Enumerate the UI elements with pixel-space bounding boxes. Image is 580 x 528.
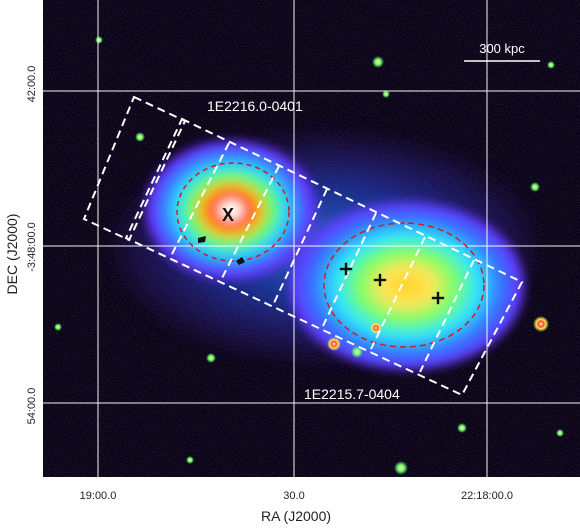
south-cluster-label: 1E2215.7-0404 [304, 386, 400, 402]
grid-lines [43, 0, 580, 477]
partition-line [322, 212, 377, 327]
partition-line [273, 188, 328, 304]
x-tick-label: 19:00.0 [79, 490, 117, 502]
right-cluster-emission [290, 202, 524, 370]
y-tick-label: -3:48:00.0 [26, 222, 38, 272]
point-source [382, 90, 390, 98]
x-axis-title: RA (J2000) [260, 508, 332, 524]
point-source [394, 461, 408, 475]
scale-bar: 300 kpc [464, 41, 540, 62]
point-source [186, 456, 194, 464]
right-cluster-red-ellipse [323, 222, 485, 348]
x-tick-label: 30.0 [283, 490, 305, 502]
point-source [457, 423, 467, 433]
partition-line [370, 236, 426, 350]
black-artifact [198, 236, 206, 243]
north-cluster-label: 1E2216.0-0401 [207, 98, 303, 114]
point-sources [54, 36, 564, 475]
partition-line [169, 142, 230, 259]
x-tick-label: 22:18:00.0 [461, 490, 513, 502]
point-source [206, 353, 216, 363]
point-source [556, 429, 564, 437]
y-tick-label: 54:00.0 [26, 387, 38, 425]
main-dashed-region [124, 117, 524, 397]
analysis-regions: 300 kpc 1E2216.0-0401 1E2215.7-0404 X [82, 41, 540, 402]
point-source [372, 56, 384, 68]
point-source [351, 346, 363, 358]
point-source [135, 132, 145, 142]
point-source [547, 61, 555, 69]
left-cluster-red-ellipse [176, 162, 290, 262]
y-axis-title: DEC (J2000) [4, 213, 20, 295]
partition-line [419, 259, 475, 373]
point-source [95, 36, 103, 44]
point-source [54, 323, 62, 331]
x-marker: X [222, 205, 234, 225]
partition-line [220, 165, 280, 281]
scale-bar-label: 300 kpc [479, 41, 525, 56]
plus-markers [339, 262, 445, 305]
point-source [533, 316, 549, 332]
diffuse-emission [115, 135, 535, 370]
point-source [530, 182, 540, 192]
black-artifact [236, 257, 245, 265]
y-tick-label: 42:00.0 [26, 65, 38, 103]
point-source [327, 337, 341, 351]
partition-lines [169, 142, 475, 373]
